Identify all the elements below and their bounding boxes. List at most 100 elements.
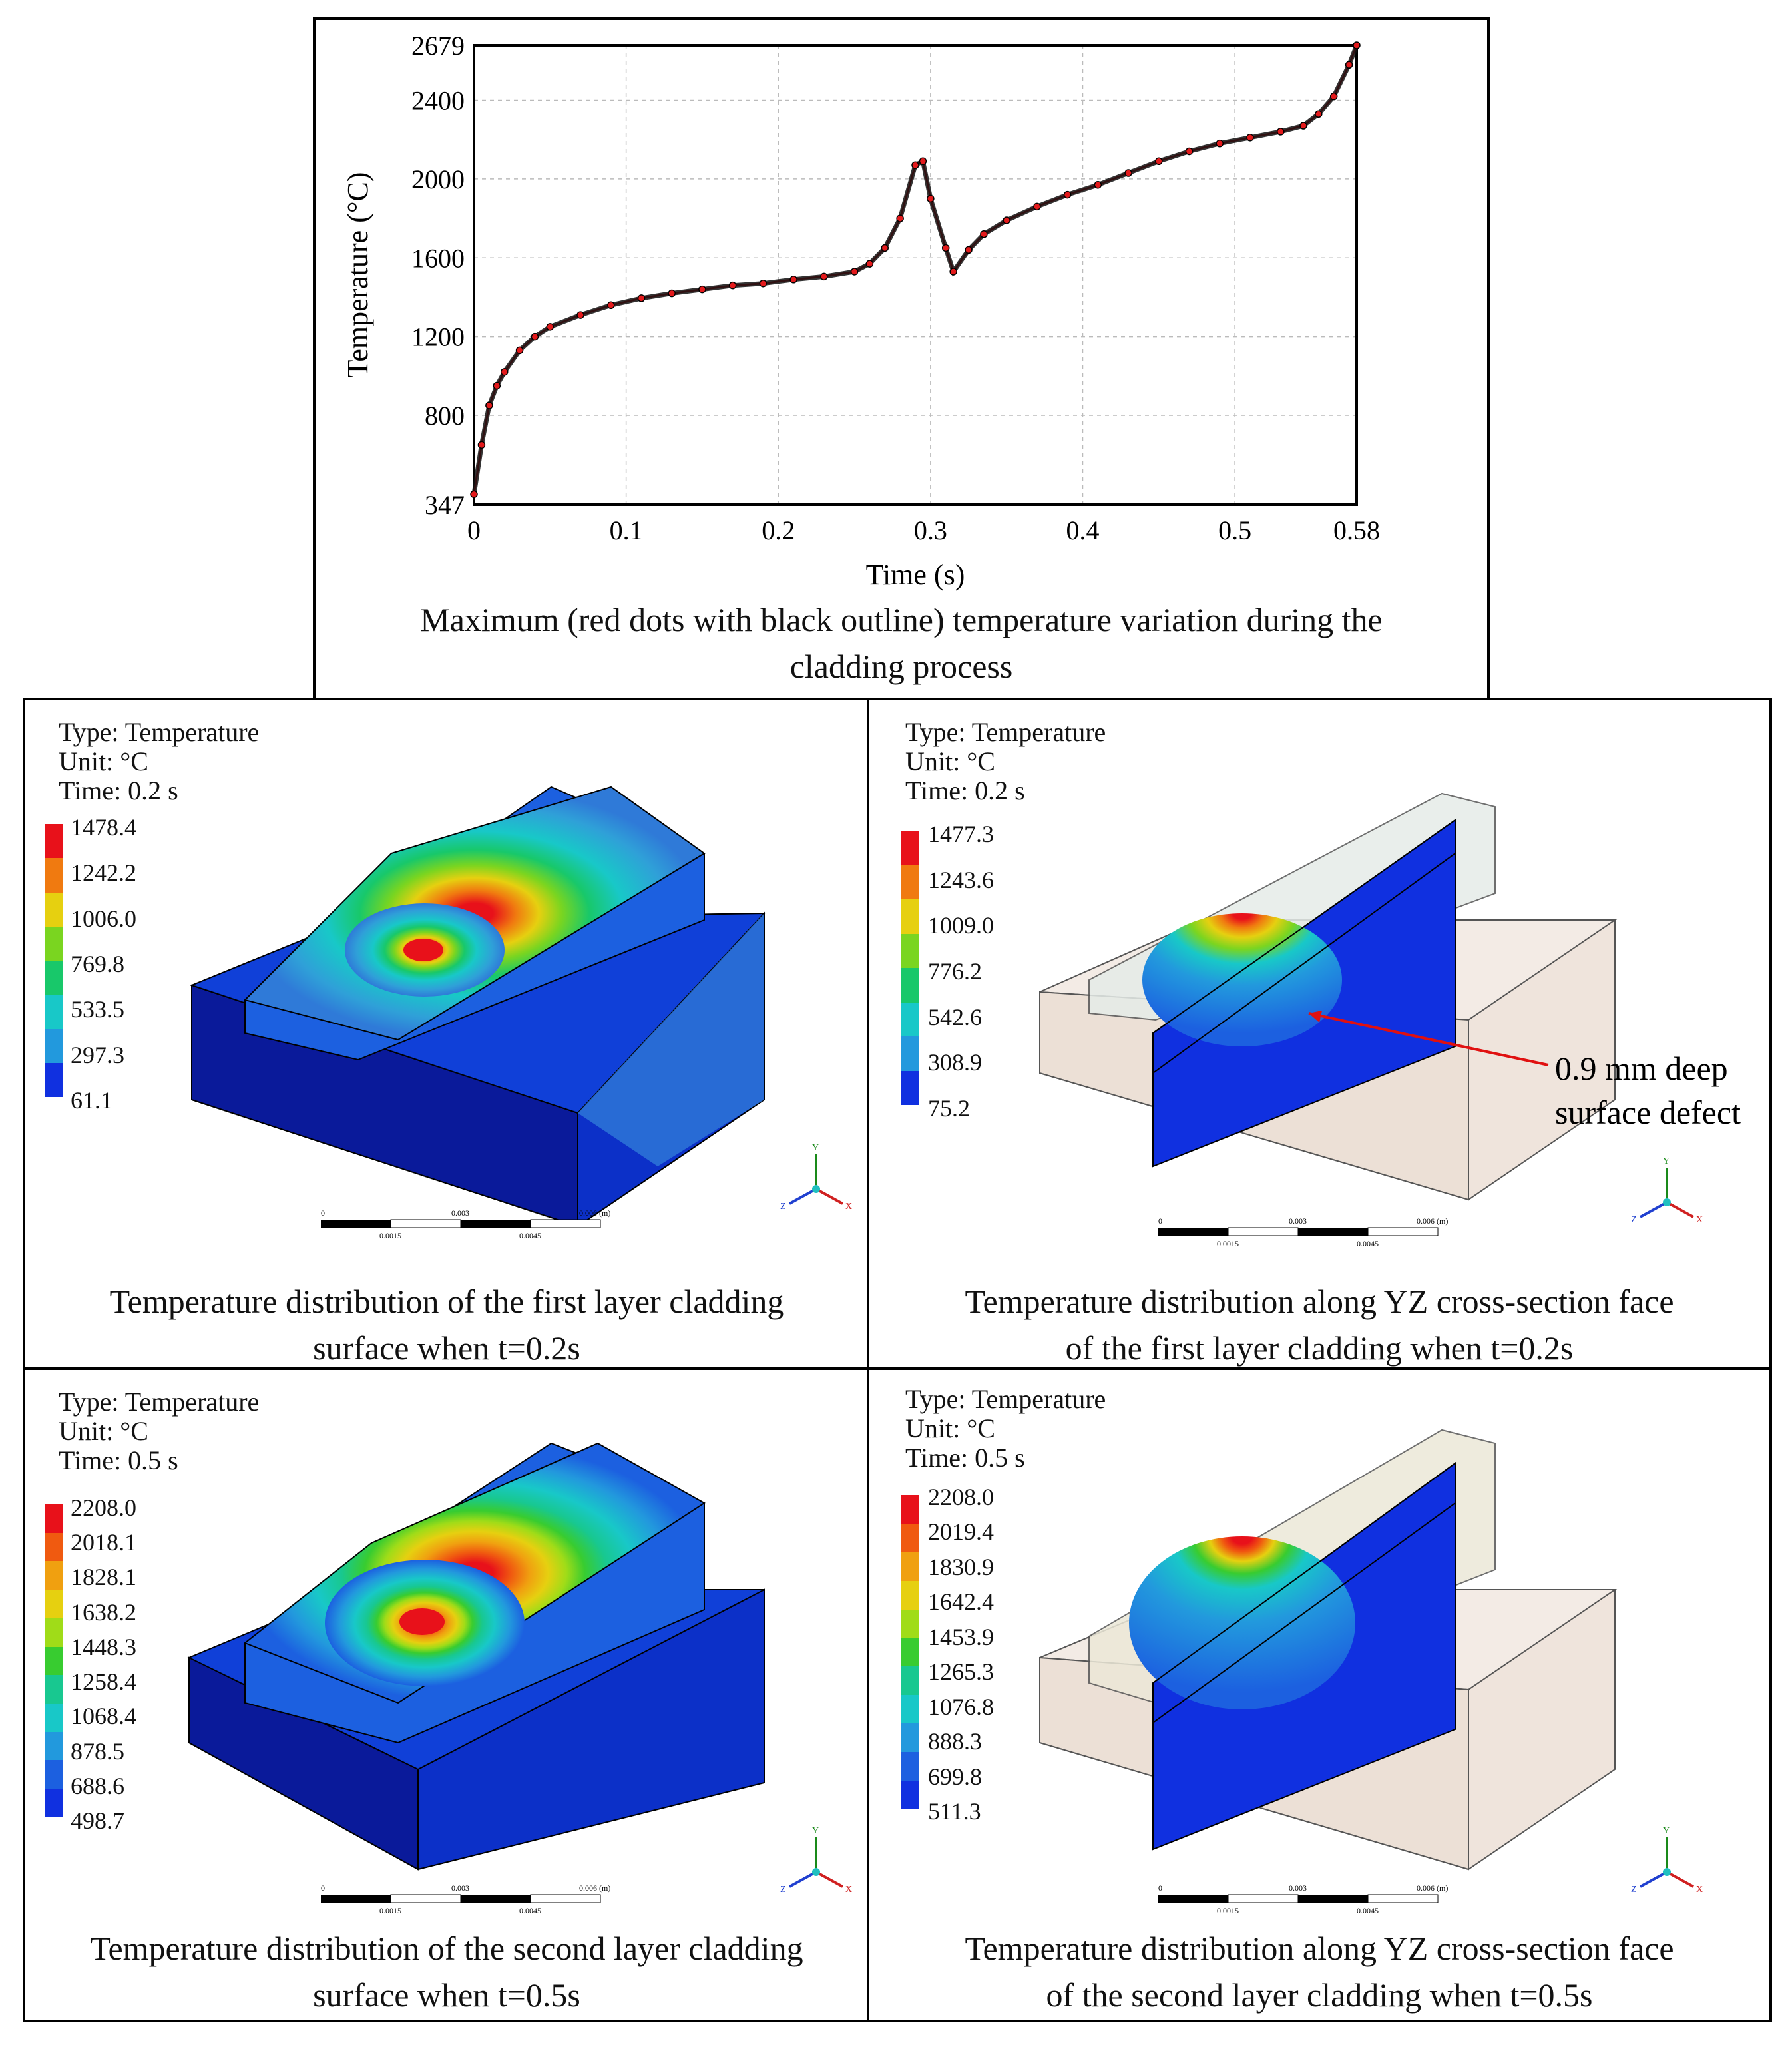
y-tick-label: 1600 (411, 243, 465, 273)
y-tick-label: 2679 (411, 31, 465, 61)
color-bar-label: 1009.0 (928, 912, 994, 939)
legend-time: Time: 0.5 s (59, 1445, 178, 1475)
data-point (820, 272, 828, 281)
color-bar-label: 61.1 (71, 1087, 112, 1114)
scale-bar: 0 0.003 0.006 (m) 0.0015 0.0045 (1156, 1214, 1462, 1254)
legend-type: Type: Temperature (905, 1384, 1106, 1414)
top-chart-panel: 347 800 1200 1600 2000 2400 2679 0 0.1 0.2 0.3 0.4… (313, 17, 1490, 703)
color-bar-segment (901, 1609, 919, 1638)
caption-line: Maximum (red dots with black outline) te… (420, 601, 1383, 638)
scale-bar: 0 0.003 0.006 (m) 0.0015 0.0045 (318, 1881, 624, 1921)
data-point (896, 214, 904, 222)
data-point (1155, 157, 1163, 166)
scale-label: 0 (1158, 1216, 1162, 1226)
scale-label: 0.0045 (1357, 1239, 1379, 1248)
caption-line: of the second layer cladding when t=0.5s (1046, 1976, 1593, 2014)
color-bar-segment (901, 1638, 919, 1667)
defect-annotation: 0.9 mm deep (1555, 1050, 1728, 1087)
data-point (1185, 147, 1194, 156)
scale-label: 0.003 (451, 1208, 469, 1218)
data-point (470, 490, 478, 499)
color-bar-segment (45, 1675, 63, 1704)
data-point (980, 230, 988, 238)
color-bar-segment (901, 899, 919, 934)
color-bar-label: 1448.3 (71, 1633, 136, 1660)
defect-annotation: surface defect (1555, 1094, 1741, 1131)
data-point (1315, 110, 1323, 118)
x-axis-label: Time (s) (866, 559, 965, 591)
data-point (1216, 139, 1224, 148)
legend-header: Type: Temperature Unit: °C Time: 0.5 s (59, 1387, 259, 1475)
data-point (531, 332, 539, 341)
scale-label: 0.0015 (1217, 1906, 1239, 1915)
data-point (1299, 122, 1307, 130)
caption-line: Temperature distribution of the first la… (109, 1283, 784, 1320)
color-bar-label: 769.8 (71, 951, 124, 977)
axis-triad: Y X Z (771, 1823, 857, 1909)
caption-line: Temperature distribution along YZ cross-… (965, 1283, 1674, 1320)
data-point (911, 161, 919, 169)
x-tick-label: 0.1 (610, 515, 643, 545)
color-bar-label: 1068.4 (71, 1703, 136, 1730)
scale-label: 0.0045 (1357, 1906, 1379, 1915)
color-bar-segment (45, 1618, 63, 1647)
color-bar-segment (45, 1532, 63, 1562)
color-bar-label: 878.5 (71, 1737, 124, 1765)
data-point (865, 260, 874, 268)
data-point (500, 368, 509, 376)
legend-time: Time: 0.5 s (905, 1443, 1025, 1473)
color-bar-segment (901, 1781, 919, 1809)
x-tick-label: 0 (467, 515, 481, 545)
color-bar-segment (901, 1036, 919, 1071)
color-bar-label: 2208.0 (71, 1494, 136, 1521)
y-tick-label: 800 (425, 401, 465, 431)
caption-line: of the first layer cladding when t=0.2s (1065, 1329, 1574, 1367)
color-bar-label: 533.5 (71, 996, 124, 1023)
color-bar-segment (45, 1704, 63, 1732)
data-point (698, 285, 706, 294)
caption-line: surface when t=0.2s (313, 1329, 580, 1367)
x-tick-label: 0.58 (1333, 515, 1380, 545)
triad-z: Z (1631, 1215, 1637, 1225)
color-bar-label: 688.6 (71, 1772, 124, 1799)
y-tick-label: 1200 (411, 322, 465, 352)
data-point (546, 323, 555, 331)
data-point (1124, 169, 1132, 177)
color-bar-label: 1478.4 (71, 814, 136, 841)
color-bar-segment (901, 968, 919, 1003)
color-bar-segment (45, 1731, 63, 1761)
color-bar-segment (45, 1789, 63, 1817)
color-bar-segment (45, 1062, 63, 1097)
panel-second-layer-cross-section: Type: Temperature Unit: °C Time: 0.5 s 2… (867, 1367, 1772, 2022)
legend-header: Type: Temperature Unit: °C Time: 0.2 s (59, 718, 259, 805)
scale-bar: 0 0.003 0.006 (m) 0.0015 0.0045 (318, 1206, 624, 1246)
panel-first-layer-surface: Type: Temperature Unit: °C Time: 0.2 s 1… (23, 698, 871, 1371)
color-bar-label: 776.2 (928, 958, 982, 985)
scale-label: 0.0045 (519, 1231, 541, 1240)
data-point (759, 279, 768, 288)
triad-x: X (845, 1202, 852, 1212)
caption-line: cladding process (789, 648, 1013, 685)
data-point (850, 268, 859, 276)
color-bar-segment (45, 1504, 63, 1533)
scale-label: 0.0015 (1217, 1239, 1239, 1248)
color-bar-label: 2208.0 (928, 1484, 994, 1510)
data-point (881, 244, 889, 252)
top-chart-caption: Maximum (red dots with black outline) te… (316, 596, 1487, 690)
axis-triad: Y X Z (771, 1140, 857, 1226)
panel-first-layer-cross-section: Type: Temperature Unit: °C Time: 0.2 s 1… (867, 698, 1772, 1371)
color-bar-label: 1265.3 (928, 1658, 994, 1686)
panel-second-layer-surface: Type: Temperature Unit: °C Time: 0.5 s 2… (23, 1367, 871, 2022)
triad-y: Y (812, 1826, 819, 1836)
caption-line: Temperature distribution of the second l… (90, 1930, 803, 1967)
legend-time: Time: 0.2 s (59, 776, 178, 805)
panel-caption: Temperature distribution of the first la… (25, 1278, 868, 1371)
color-bar-segment (901, 1752, 919, 1781)
data-point (941, 244, 950, 252)
data-point (637, 294, 646, 302)
data-point (919, 157, 927, 166)
color-bar-label: 1828.1 (71, 1564, 136, 1591)
color-bar-label: 1638.2 (71, 1598, 136, 1626)
scale-label: 0.006 (m) (1417, 1883, 1448, 1893)
triad-x: X (845, 1885, 852, 1895)
